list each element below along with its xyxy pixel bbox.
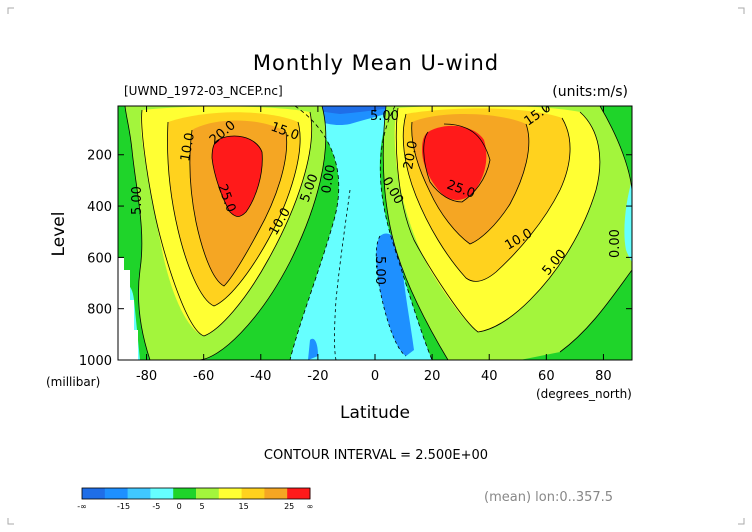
nh-jet-25 bbox=[422, 125, 487, 200]
axes: -80 -60 -40 -20 0 20 40 60 80 200 400 600 800 1000 bbox=[79, 106, 632, 384]
colorbar-swatch bbox=[104, 488, 129, 499]
colorbar-tick-label: 25 bbox=[284, 502, 294, 511]
file-label: [UWND_1972-03_NCEP.nc] bbox=[124, 84, 283, 98]
contour-label: 0.00 bbox=[319, 164, 339, 195]
colorbar-tick-label: -∞ bbox=[77, 502, 87, 511]
x-tick-label: -60 bbox=[193, 369, 214, 384]
contour-label: 5.00 bbox=[370, 109, 399, 124]
y-axis-units: (millibar) bbox=[46, 375, 100, 389]
colorbar-swatch bbox=[173, 488, 197, 499]
chart-title: Monthly Mean U-wind bbox=[253, 51, 499, 75]
colorbar-swatch bbox=[127, 488, 151, 499]
contour-label: 10.0 bbox=[178, 132, 198, 163]
colorbar-swatch bbox=[150, 488, 174, 499]
colorbar-frame bbox=[81, 487, 311, 500]
contour-label: 5.00 bbox=[372, 256, 387, 285]
x-tick-label: 0 bbox=[371, 369, 379, 384]
x-tick-label: -20 bbox=[307, 369, 328, 384]
contour-label: 0.00 bbox=[608, 229, 623, 258]
contour-label: 5.00 bbox=[130, 186, 145, 215]
colorbar-swatch bbox=[264, 488, 288, 499]
x-tick-label: 20 bbox=[424, 369, 441, 384]
colorbar-swatch bbox=[196, 488, 220, 499]
x-axis-title: Latitude bbox=[340, 403, 410, 423]
colorbar-tick-label: -5 bbox=[152, 502, 160, 511]
x-tick-label: -80 bbox=[136, 369, 157, 384]
y-tick-label: 800 bbox=[87, 303, 112, 318]
contour-lines bbox=[124, 106, 632, 360]
missing-data-patch bbox=[118, 258, 138, 360]
contour-label: 20.0 bbox=[401, 140, 421, 171]
colorbar-tick-label: 15 bbox=[239, 502, 249, 511]
x-tick-label: 80 bbox=[595, 369, 612, 384]
y-axis-title: Level bbox=[49, 212, 69, 257]
colorbar-tick-label: 5 bbox=[199, 502, 204, 511]
y-tick-label: 600 bbox=[87, 251, 112, 266]
colorbar: -∞ -15 -5 0 5 15 25 ∞ bbox=[77, 487, 314, 511]
x-tick-label: 60 bbox=[538, 369, 555, 384]
x-tick-label: 40 bbox=[481, 369, 498, 384]
footer-note: (mean) lon:0..357.5 bbox=[484, 490, 613, 505]
corner-marks bbox=[7, 7, 745, 525]
y-tick-label: 400 bbox=[87, 200, 112, 215]
y-tick-label: 200 bbox=[87, 149, 112, 164]
colorbar-tick-label: -15 bbox=[117, 502, 130, 511]
polar-easterly-nh bbox=[624, 180, 632, 262]
colorbar-swatch bbox=[287, 488, 311, 499]
easterly-core-tropics bbox=[376, 233, 414, 356]
colorbar-swatch bbox=[241, 488, 265, 499]
colorbar-swatch bbox=[82, 488, 106, 499]
colorbar-tick-label: 0 bbox=[177, 502, 182, 511]
sh-jet-25 bbox=[212, 136, 263, 217]
colorbar-tick-label: ∞ bbox=[307, 502, 314, 511]
colorbar-swatch bbox=[218, 488, 243, 499]
x-axis-units: (degrees_north) bbox=[536, 387, 632, 401]
contour-interval: CONTOUR INTERVAL = 2.500E+00 bbox=[264, 448, 488, 463]
x-tick-label: -40 bbox=[250, 369, 271, 384]
easterly-core-surface bbox=[308, 338, 318, 360]
units-label: (units:m/s) bbox=[552, 84, 628, 100]
plot-area: 5.00 10.0 20.0 15.0 25.0 5.00 10.0 0.00 … bbox=[118, 106, 632, 360]
y-tick-label: 1000 bbox=[79, 354, 112, 369]
